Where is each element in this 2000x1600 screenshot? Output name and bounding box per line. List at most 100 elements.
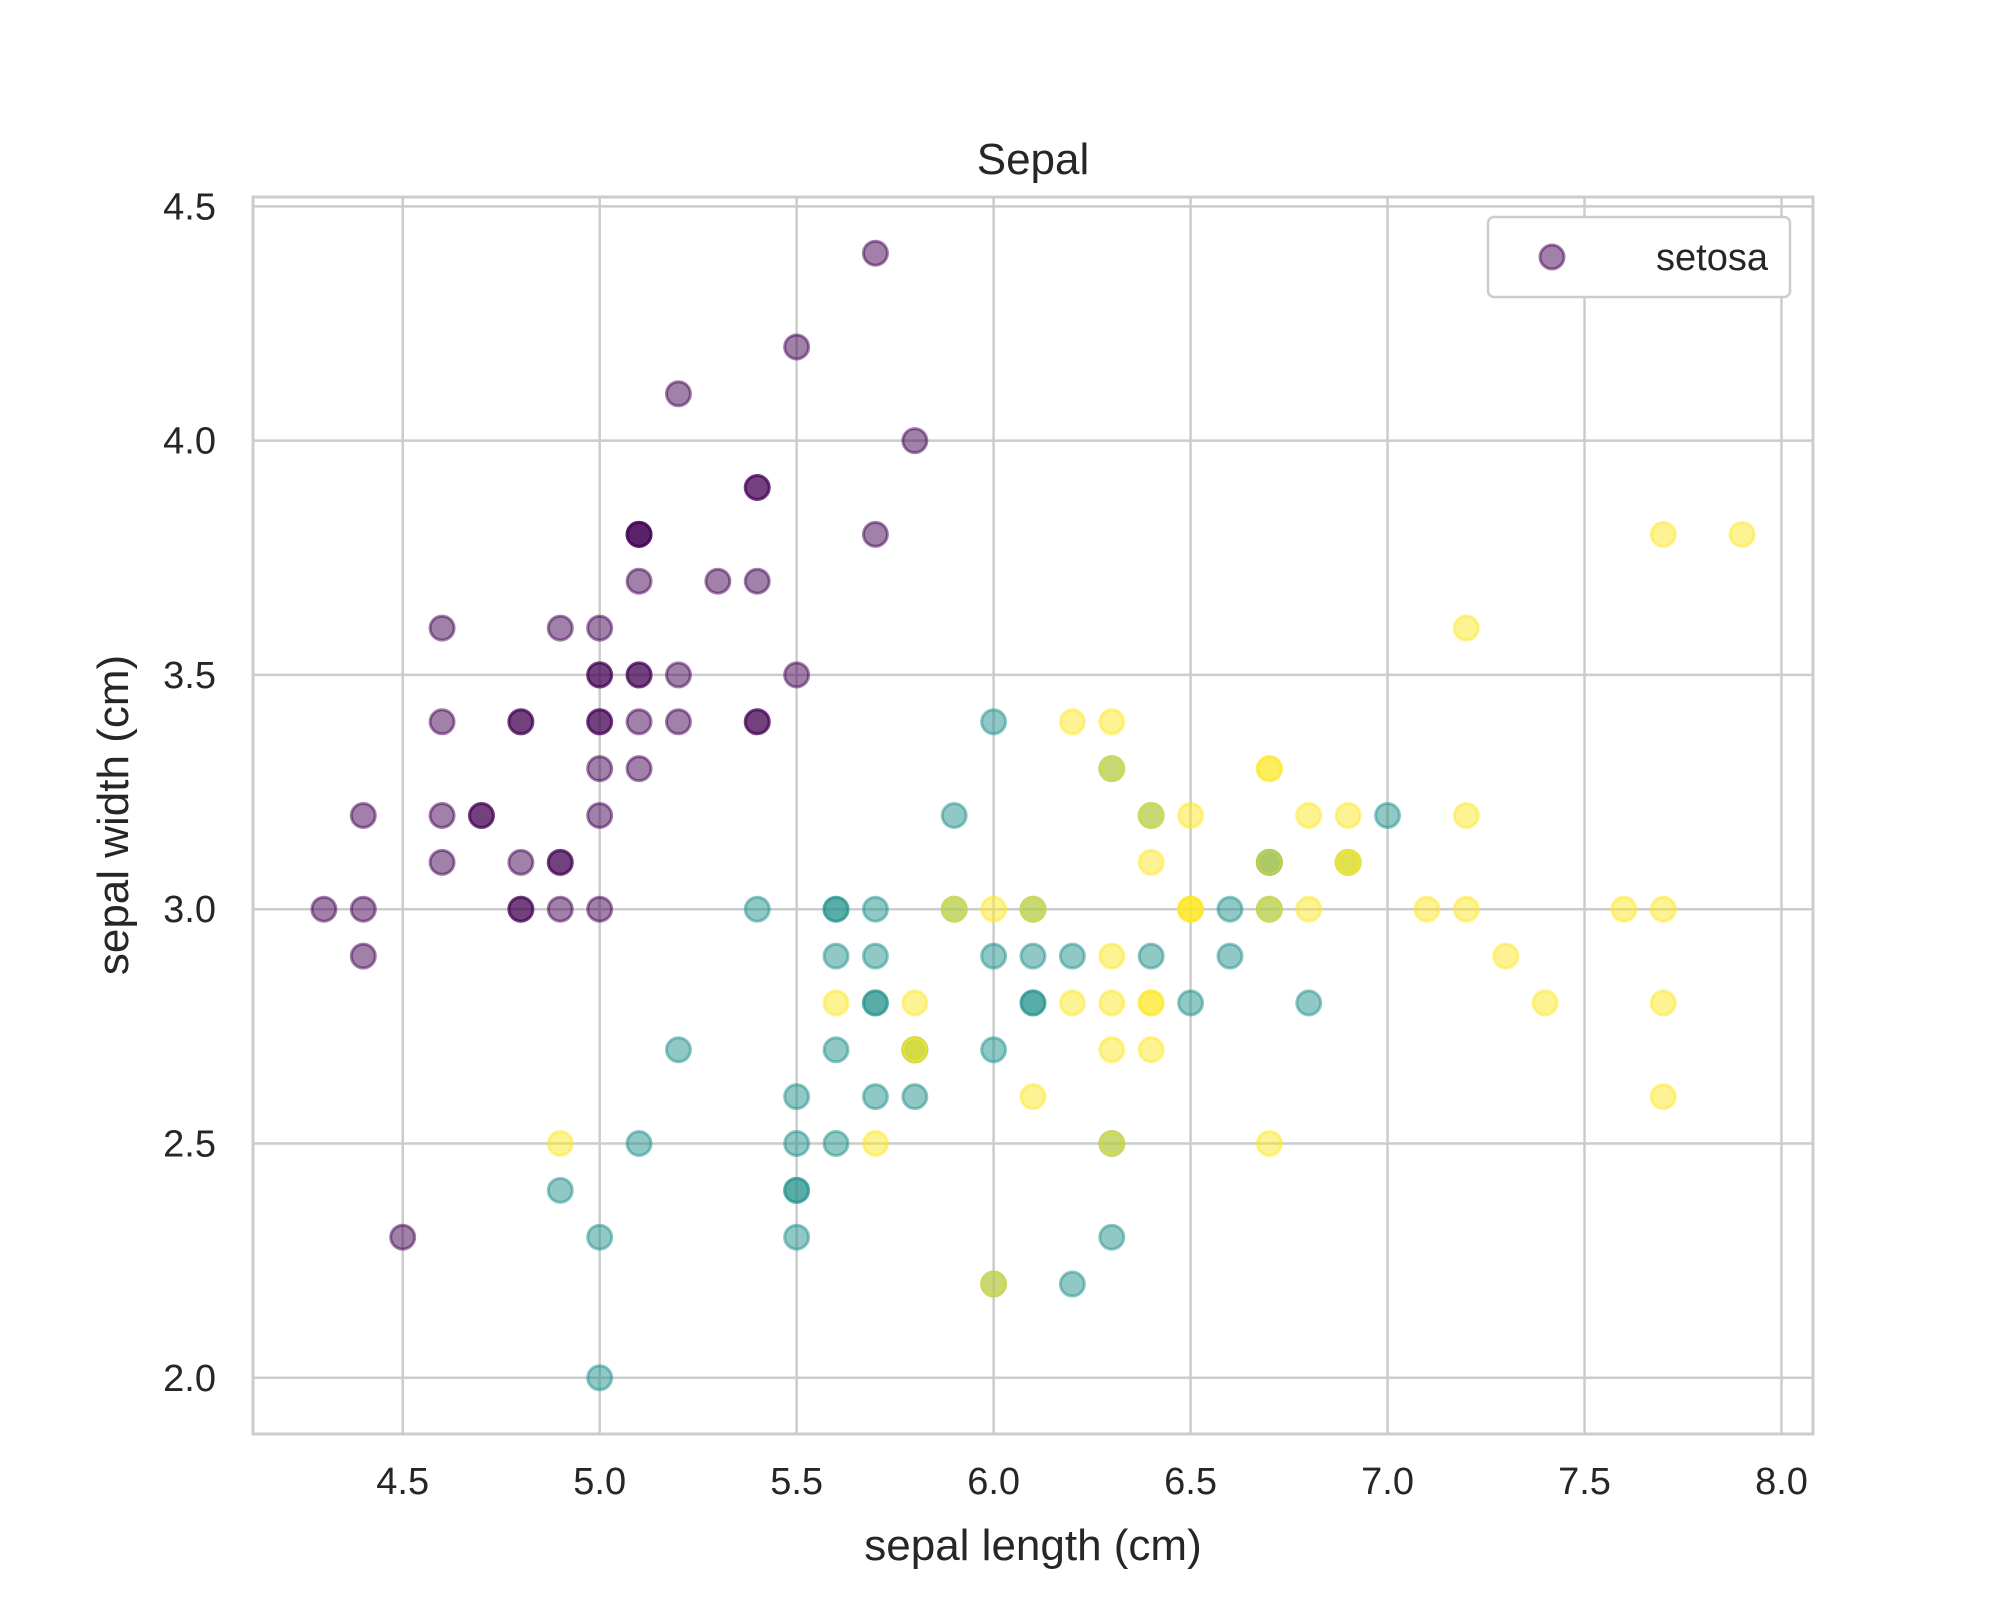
data-point: [861, 239, 889, 267]
data-point: [586, 661, 614, 689]
x-tick-label: 6.0: [967, 1461, 1020, 1503]
data-point: [625, 755, 653, 783]
data-point: [586, 614, 614, 642]
data-point: [349, 895, 377, 923]
data-point: [1019, 895, 1047, 923]
data-point: [743, 474, 771, 502]
data-point: [664, 1036, 692, 1064]
data-point: [1610, 895, 1638, 923]
x-tick-label: 7.5: [1558, 1461, 1611, 1503]
data-point: [1255, 895, 1283, 923]
data-point: [1255, 1129, 1283, 1157]
data-point: [743, 567, 771, 595]
x-tick-label: 5.5: [770, 1461, 823, 1503]
y-tick-label: 2.5: [163, 1123, 216, 1165]
data-point: [861, 942, 889, 970]
data-point: [1452, 895, 1480, 923]
series-setosa: [310, 239, 929, 1251]
x-tick-labels: 4.5 5.0 5.5 6.0 6.5 7.0 7.5 8.0: [376, 1461, 1808, 1503]
y-tick-label: 2.0: [163, 1358, 216, 1400]
data-point: [664, 708, 692, 736]
data-point: [1413, 895, 1441, 923]
data-point: [783, 333, 811, 361]
data-point: [1098, 1223, 1126, 1251]
data-point: [1019, 989, 1047, 1017]
data-point: [940, 895, 968, 923]
y-axis-label: sepal width (cm): [89, 655, 138, 975]
y-tick-label: 3.0: [163, 889, 216, 931]
series-virginica: [546, 520, 1756, 1298]
data-point: [743, 708, 771, 736]
data-point: [310, 895, 338, 923]
data-point: [1255, 848, 1283, 876]
data-point: [507, 848, 535, 876]
data-point: [822, 1129, 850, 1157]
data-point: [1177, 802, 1205, 829]
data-point: [349, 802, 377, 829]
data-point: [1019, 942, 1047, 970]
data-point: [1334, 802, 1362, 829]
data-point: [625, 567, 653, 595]
data-point: [625, 1129, 653, 1157]
data-point: [704, 567, 732, 595]
legend-box: [1486, 215, 1792, 299]
data-point: [1295, 989, 1323, 1017]
data-point: [1058, 708, 1086, 736]
data-point: [1452, 802, 1480, 829]
data-point: [546, 848, 574, 876]
data-point: [625, 661, 653, 689]
data-point: [1255, 755, 1283, 783]
x-tick-label: 4.5: [376, 1461, 429, 1503]
data-point: [428, 708, 456, 736]
data-point: [1649, 1083, 1677, 1111]
data-point: [1649, 520, 1677, 548]
data-point: [980, 895, 1008, 923]
data-point: [901, 1083, 929, 1111]
data-point: [1019, 1083, 1047, 1111]
y-tick-label: 4.5: [163, 186, 216, 228]
data-point: [783, 1176, 811, 1204]
data-point: [822, 895, 850, 923]
data-point: [586, 1223, 614, 1251]
data-point: [507, 895, 535, 923]
data-point: [586, 802, 614, 829]
data-point: [861, 895, 889, 923]
y-tick-label: 4.0: [163, 421, 216, 463]
data-point: [1649, 895, 1677, 923]
data-point: [1295, 802, 1323, 829]
data-point: [546, 895, 574, 923]
x-tick-label: 7.0: [1361, 1461, 1414, 1503]
data-point: [1334, 848, 1362, 876]
data-point: [1137, 1036, 1165, 1064]
data-point: [940, 802, 968, 829]
data-point: [1295, 895, 1323, 923]
data-point: [428, 614, 456, 642]
data-point: [1137, 942, 1165, 970]
data-point: [1058, 1270, 1086, 1298]
data-point: [1098, 1036, 1126, 1064]
plot-frame: [251, 195, 1815, 1436]
data-point: [349, 942, 377, 970]
x-tick-label: 5.0: [573, 1461, 626, 1503]
data-point: [586, 895, 614, 923]
y-tick-label: 3.5: [163, 655, 216, 697]
data-point: [822, 1036, 850, 1064]
data-point: [1452, 614, 1480, 642]
x-tick-label: 6.5: [1164, 1461, 1217, 1503]
data-point: [901, 989, 929, 1017]
x-tick-label: 8.0: [1755, 1461, 1808, 1503]
data-point: [783, 1083, 811, 1111]
data-point: [664, 380, 692, 408]
data-point: [1137, 848, 1165, 876]
data-point: [1177, 989, 1205, 1017]
series-versicolor: [546, 708, 1402, 1392]
data-point: [586, 1364, 614, 1392]
data-point: [822, 989, 850, 1017]
data-point: [625, 708, 653, 736]
legend-label-setosa: setosa: [1656, 237, 1769, 279]
data-point: [467, 802, 495, 829]
y-tick-labels: 2.0 2.5 3.0 3.5 4.0 4.5: [163, 186, 216, 1399]
data-point: [1098, 708, 1126, 736]
data-point: [783, 1223, 811, 1251]
